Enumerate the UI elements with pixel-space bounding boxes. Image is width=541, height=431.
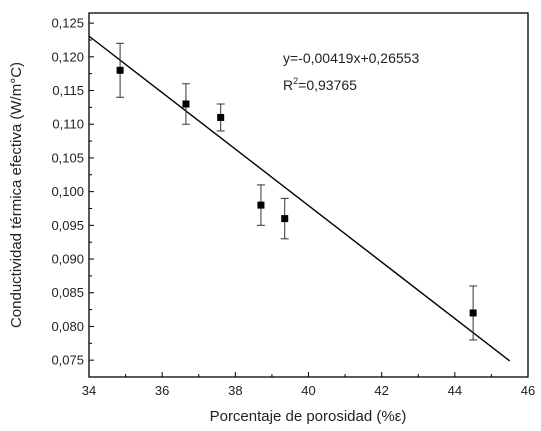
y-tick-label: 0,085 — [51, 285, 84, 300]
y-tick-label: 0,110 — [52, 117, 84, 132]
data-point — [217, 113, 225, 121]
y-tick-label: 0,100 — [51, 184, 84, 199]
data-point — [469, 309, 477, 317]
x-tick-label: 40 — [301, 383, 315, 398]
r-squared-exponent: 2 — [293, 76, 298, 86]
y-tick-label: 0,080 — [51, 319, 84, 334]
x-tick-label: 34 — [82, 383, 96, 398]
x-tick-label: 36 — [155, 383, 169, 398]
y-axis-ticks: 0,075 0,080 0,085 0,090 0,095 0,100 0,105 0,110… — [51, 16, 94, 368]
plot-frame — [88, 12, 529, 378]
y-tick-label: 0,105 — [51, 150, 84, 165]
regression-line — [88, 35, 511, 362]
y-tick-label: 0,095 — [51, 218, 84, 233]
data-point — [281, 215, 289, 223]
x-axis-ticks: 34 36 38 40 42 44 46 — [82, 372, 535, 398]
y-axis-title: Conductividad térmica efectiva (W/m°C) — [8, 62, 25, 328]
x-tick-label: 38 — [228, 383, 242, 398]
y-tick-label: 0,125 — [51, 16, 84, 31]
y-tick-label: 0,090 — [51, 252, 84, 267]
r-squared-label: R2=0,93765 — [283, 76, 357, 93]
y-tick-label: 0,120 — [51, 49, 84, 64]
data-point — [116, 66, 124, 74]
regression-equation: y=-0,00419x+0,26553 — [283, 50, 419, 66]
x-axis-title: Porcentaje de porosidad (%ε) — [210, 408, 407, 425]
r-squared-prefix: R — [283, 77, 293, 93]
y-tick-label: 0,115 — [52, 83, 84, 98]
r-squared-value: =0,93765 — [298, 77, 357, 93]
fit-layer — [88, 35, 511, 362]
y-tick-label: 0,075 — [51, 353, 84, 368]
data-point — [257, 201, 265, 209]
points-layer — [116, 42, 478, 341]
x-tick-label: 44 — [448, 383, 462, 398]
data-point — [182, 100, 190, 108]
x-tick-label: 46 — [521, 383, 535, 398]
x-tick-label: 42 — [374, 383, 388, 398]
